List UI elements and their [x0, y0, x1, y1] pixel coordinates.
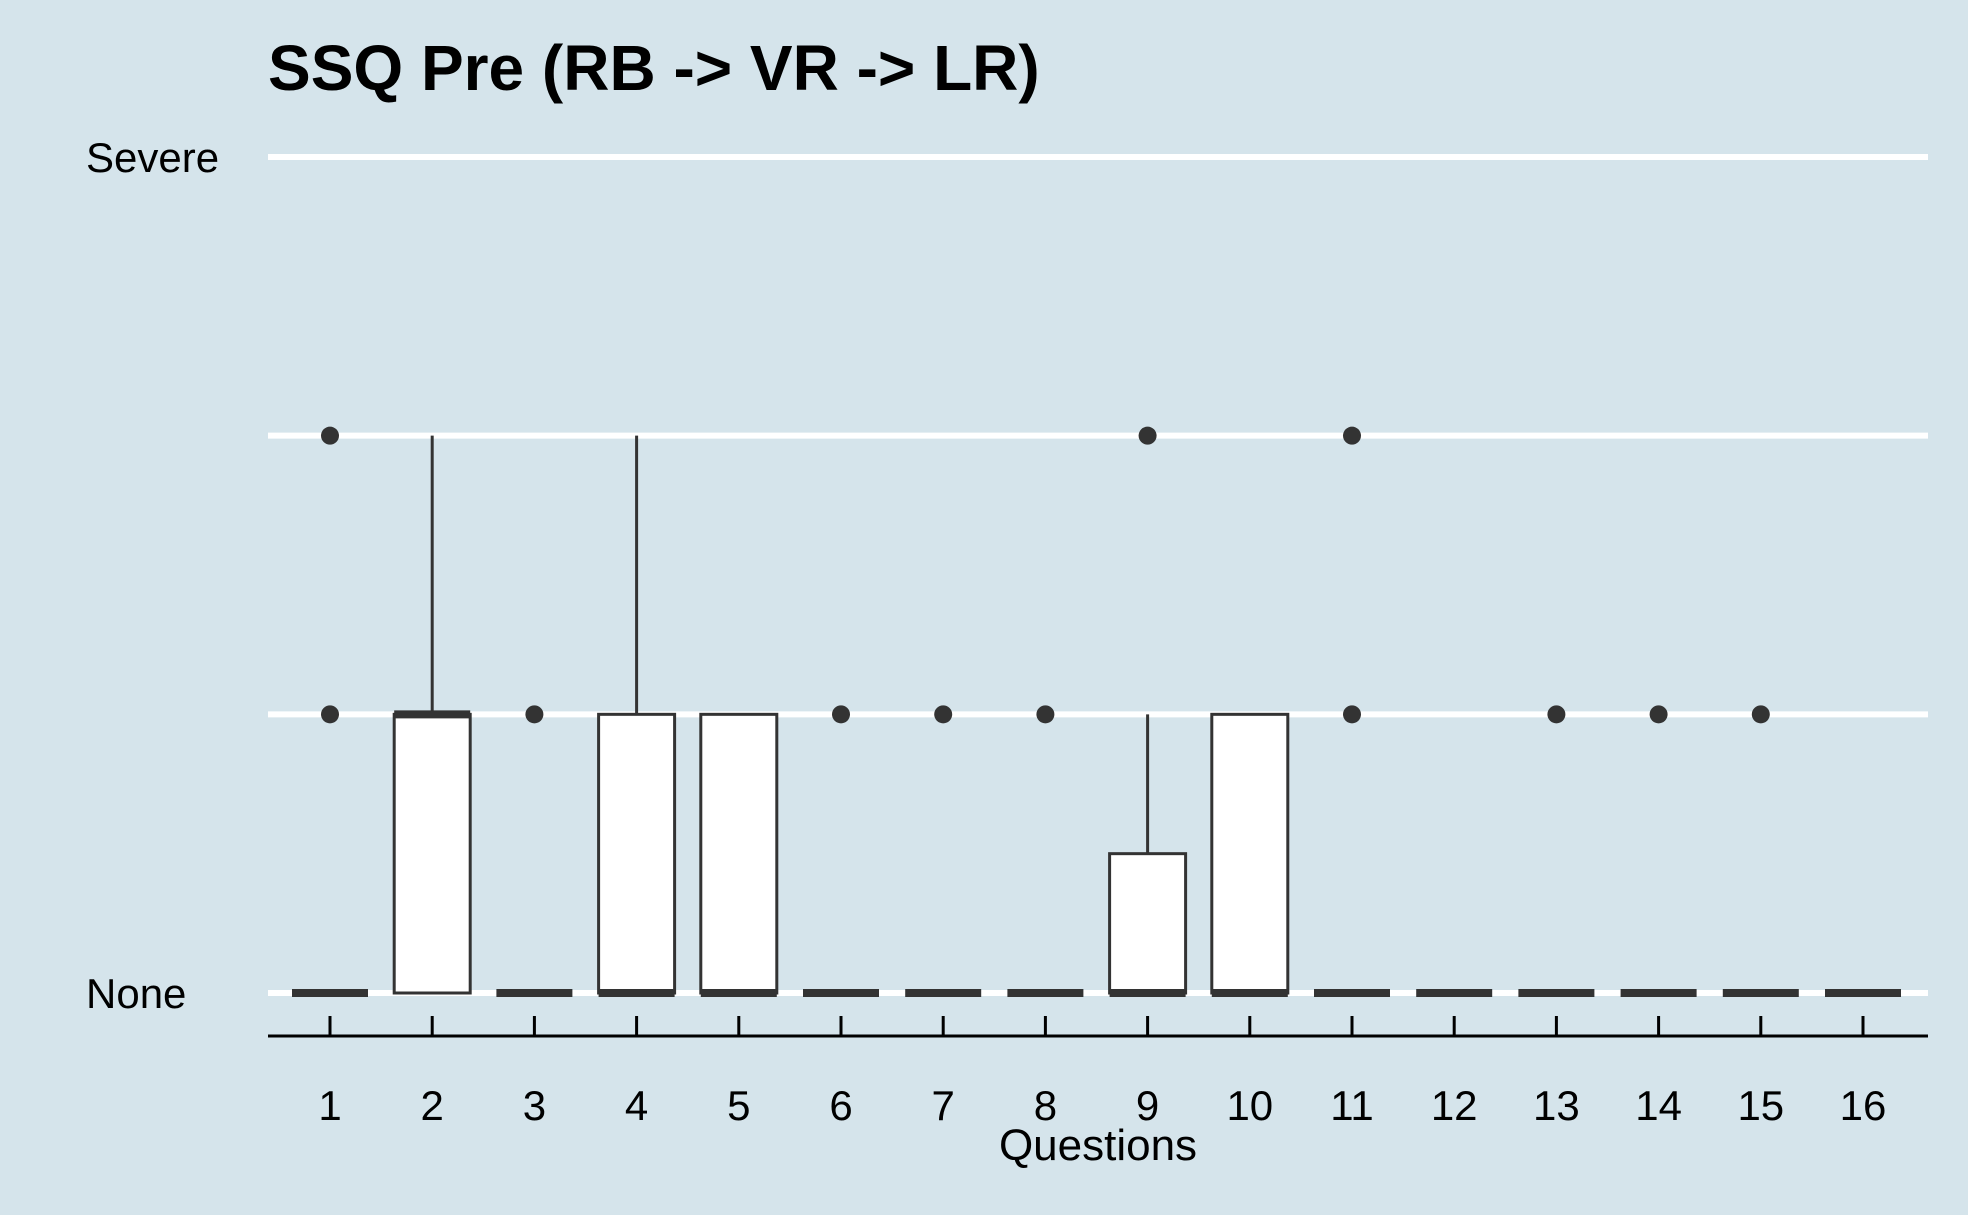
box-q5 [699, 712, 779, 997]
x-tick-label: 11 [1330, 1082, 1374, 1129]
x-tick-label: 7 [932, 1082, 955, 1129]
box-body [392, 712, 472, 995]
outlier-point [832, 705, 850, 724]
y-tick-label: Severe [86, 134, 219, 181]
x-ticks: 1 2 3 4 5 6 7 8 9 10 11 12 13 14 15 16 [318, 1016, 1886, 1129]
outlier-point [1036, 705, 1055, 724]
box-q6 [803, 705, 879, 997]
box-q9 [1108, 426, 1188, 997]
outlier-point [525, 705, 544, 724]
x-tick-label: 13 [1533, 1082, 1580, 1129]
box-body [1108, 852, 1188, 995]
box-q14 [1620, 705, 1697, 997]
outlier-point [1547, 705, 1566, 724]
outlier-point [321, 705, 339, 724]
box-q4 [597, 435, 677, 997]
box-q11 [1314, 426, 1390, 997]
outlier-point [1343, 426, 1361, 445]
y-tick-labels: None Severe [86, 134, 219, 1017]
box-q2 [392, 435, 472, 995]
x-tick-label: 1 [318, 1082, 341, 1129]
chart-title: SSQ Pre (RB -> VR -> LR) [268, 32, 1040, 104]
x-tick-label: 15 [1737, 1082, 1784, 1129]
box-q1 [292, 426, 368, 997]
x-tick-label: 16 [1840, 1082, 1887, 1129]
box-body [699, 712, 779, 995]
box-q15 [1722, 705, 1799, 997]
x-tick-label: 14 [1635, 1082, 1682, 1129]
x-tick-label: 5 [727, 1082, 750, 1129]
box-q7 [905, 705, 982, 997]
outlier-point [1649, 705, 1668, 724]
x-tick-label: 8 [1034, 1082, 1057, 1129]
x-tick-label: 2 [421, 1082, 444, 1129]
x-tick-label: 10 [1226, 1082, 1273, 1129]
x-tick-label: 4 [625, 1082, 648, 1129]
box-q8 [1007, 705, 1084, 997]
outlier-point [1751, 705, 1770, 724]
x-tick-label: 6 [829, 1082, 852, 1129]
box-body [597, 712, 677, 995]
x-axis-label: Questions [999, 1121, 1197, 1170]
box-q13 [1518, 705, 1595, 997]
outlier-point [321, 426, 339, 445]
y-tick-label: None [86, 970, 186, 1017]
x-tick-label: 9 [1136, 1082, 1159, 1129]
outlier-point [934, 705, 953, 724]
boxes [292, 426, 1901, 997]
x-tick-label: 12 [1431, 1082, 1478, 1129]
x-tick-label: 3 [523, 1082, 546, 1129]
outlier-point [1138, 426, 1157, 445]
box-body [1210, 712, 1290, 995]
box-q10 [1210, 712, 1290, 997]
outlier-point [1343, 705, 1361, 724]
box-q3 [496, 705, 573, 997]
